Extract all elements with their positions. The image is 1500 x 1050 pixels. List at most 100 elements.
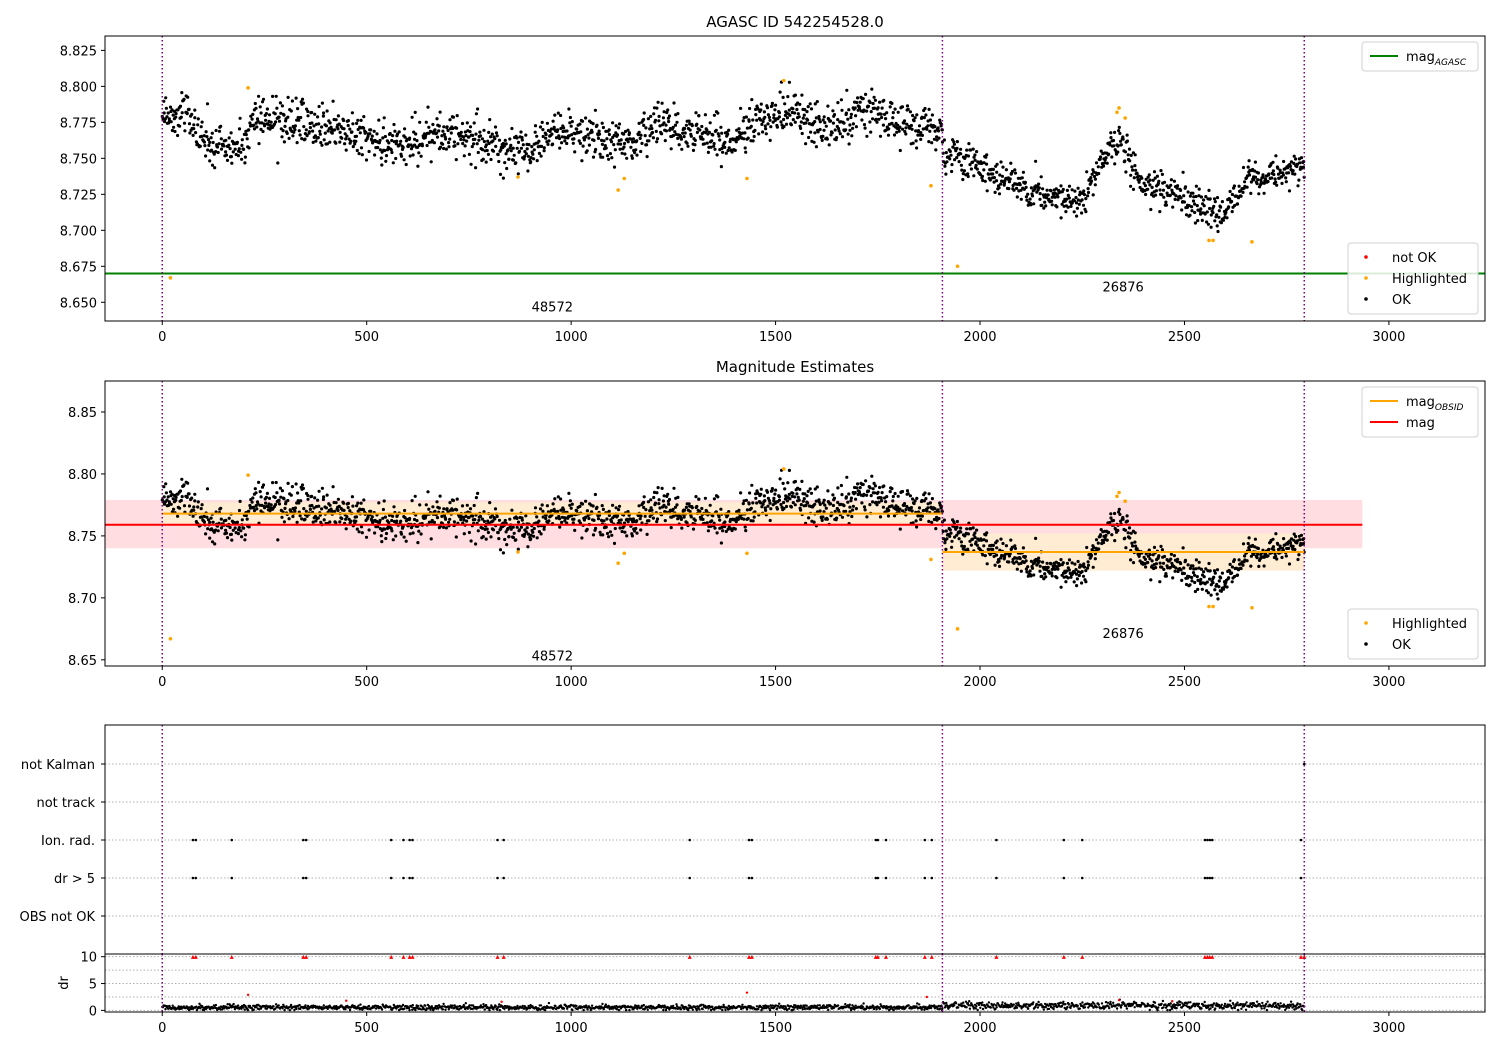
ok-point bbox=[712, 113, 717, 117]
ok-point bbox=[310, 110, 314, 115]
ok-point bbox=[369, 128, 373, 132]
ok-point bbox=[192, 505, 196, 509]
ok-point bbox=[955, 519, 960, 524]
ok-point bbox=[777, 498, 782, 502]
ok-point bbox=[258, 490, 262, 494]
ok-point bbox=[233, 147, 237, 151]
ok-point bbox=[657, 502, 661, 506]
ok-point bbox=[408, 516, 412, 521]
ok-point bbox=[793, 120, 797, 124]
ok-point bbox=[614, 124, 618, 128]
ok-point bbox=[1146, 187, 1150, 191]
ok-point bbox=[960, 168, 964, 172]
ok-point bbox=[1113, 511, 1117, 516]
dr-point bbox=[552, 1006, 556, 1010]
ok-point bbox=[1064, 580, 1068, 584]
ok-point bbox=[1107, 152, 1111, 156]
ok-point bbox=[206, 138, 211, 142]
ok-point bbox=[793, 503, 797, 507]
dr-point bbox=[198, 1002, 201, 1005]
ok-point bbox=[1038, 197, 1042, 201]
ok-point bbox=[1041, 187, 1045, 191]
dr-point bbox=[494, 1005, 498, 1008]
ok-point bbox=[629, 145, 633, 149]
ok-point bbox=[651, 136, 656, 140]
ok-point bbox=[541, 509, 545, 513]
ok-point bbox=[1287, 546, 1291, 551]
ok-point bbox=[317, 489, 321, 493]
ok-point bbox=[205, 102, 210, 106]
ok-point bbox=[940, 509, 944, 513]
ok-point bbox=[448, 501, 452, 505]
ok-point bbox=[1196, 587, 1200, 592]
ok-point bbox=[497, 518, 502, 522]
ok-point bbox=[630, 156, 635, 160]
dr-point bbox=[293, 1008, 296, 1012]
ok-point bbox=[410, 115, 414, 119]
ok-point bbox=[524, 530, 528, 534]
ok-point bbox=[1089, 179, 1094, 183]
ok-point bbox=[1037, 186, 1041, 190]
ok-point bbox=[616, 142, 620, 146]
ok-point bbox=[730, 150, 734, 154]
ok-point bbox=[997, 564, 1002, 569]
ok-point bbox=[975, 543, 979, 547]
agasc-magnitude-panel: AGASC ID 542254528.0 0 500 1000 1500 2000 250… bbox=[60, 13, 1486, 345]
ok-point bbox=[914, 519, 918, 523]
ok-point bbox=[1109, 136, 1113, 140]
ok-point bbox=[468, 507, 473, 511]
legend-label: OK bbox=[1392, 293, 1411, 308]
ok-point bbox=[830, 131, 834, 135]
flag-point bbox=[1206, 838, 1209, 842]
ok-point bbox=[815, 485, 819, 489]
dr-point bbox=[236, 1004, 240, 1007]
ok-point bbox=[326, 129, 330, 133]
ok-point bbox=[336, 508, 340, 513]
ok-point bbox=[847, 492, 851, 496]
ok-point bbox=[455, 497, 459, 501]
ok-point bbox=[178, 124, 182, 128]
ok-point bbox=[1173, 569, 1177, 573]
ok-point bbox=[236, 532, 240, 536]
ok-point bbox=[663, 519, 667, 523]
ok-point bbox=[456, 142, 460, 146]
ok-point bbox=[375, 132, 379, 136]
ok-point bbox=[1067, 196, 1071, 200]
ok-point bbox=[682, 135, 686, 139]
ok-point bbox=[744, 529, 748, 533]
ok-point bbox=[1183, 558, 1188, 563]
ok-point bbox=[933, 129, 937, 133]
ok-point bbox=[862, 505, 867, 509]
ok-point bbox=[367, 149, 371, 154]
ok-point bbox=[277, 119, 282, 123]
ok-point bbox=[686, 144, 690, 148]
ok-point bbox=[297, 501, 301, 505]
ok-point bbox=[681, 131, 685, 135]
ok-point bbox=[489, 515, 493, 519]
ok-point bbox=[783, 487, 787, 491]
ok-point bbox=[1213, 219, 1217, 223]
ok-point bbox=[324, 506, 328, 510]
ok-point bbox=[1216, 597, 1220, 601]
ok-point bbox=[1040, 203, 1044, 207]
ok-point bbox=[999, 160, 1003, 164]
flag-point bbox=[1208, 838, 1212, 842]
ok-point bbox=[1049, 189, 1053, 193]
ok-point bbox=[610, 156, 614, 160]
ok-point bbox=[769, 507, 773, 511]
ok-point bbox=[322, 495, 326, 499]
ok-point bbox=[481, 535, 485, 539]
ok-point bbox=[416, 164, 420, 168]
dr-point bbox=[484, 1003, 488, 1007]
ok-point bbox=[1200, 587, 1204, 591]
ok-point bbox=[798, 102, 802, 106]
ok-point bbox=[934, 148, 938, 152]
ok-point bbox=[890, 504, 894, 508]
ok-point bbox=[995, 162, 999, 166]
ok-point bbox=[1217, 579, 1221, 583]
ok-point bbox=[419, 532, 423, 536]
ok-point bbox=[974, 163, 978, 167]
ok-point bbox=[634, 526, 638, 531]
ok-point bbox=[993, 190, 997, 194]
ok-point bbox=[971, 537, 975, 541]
